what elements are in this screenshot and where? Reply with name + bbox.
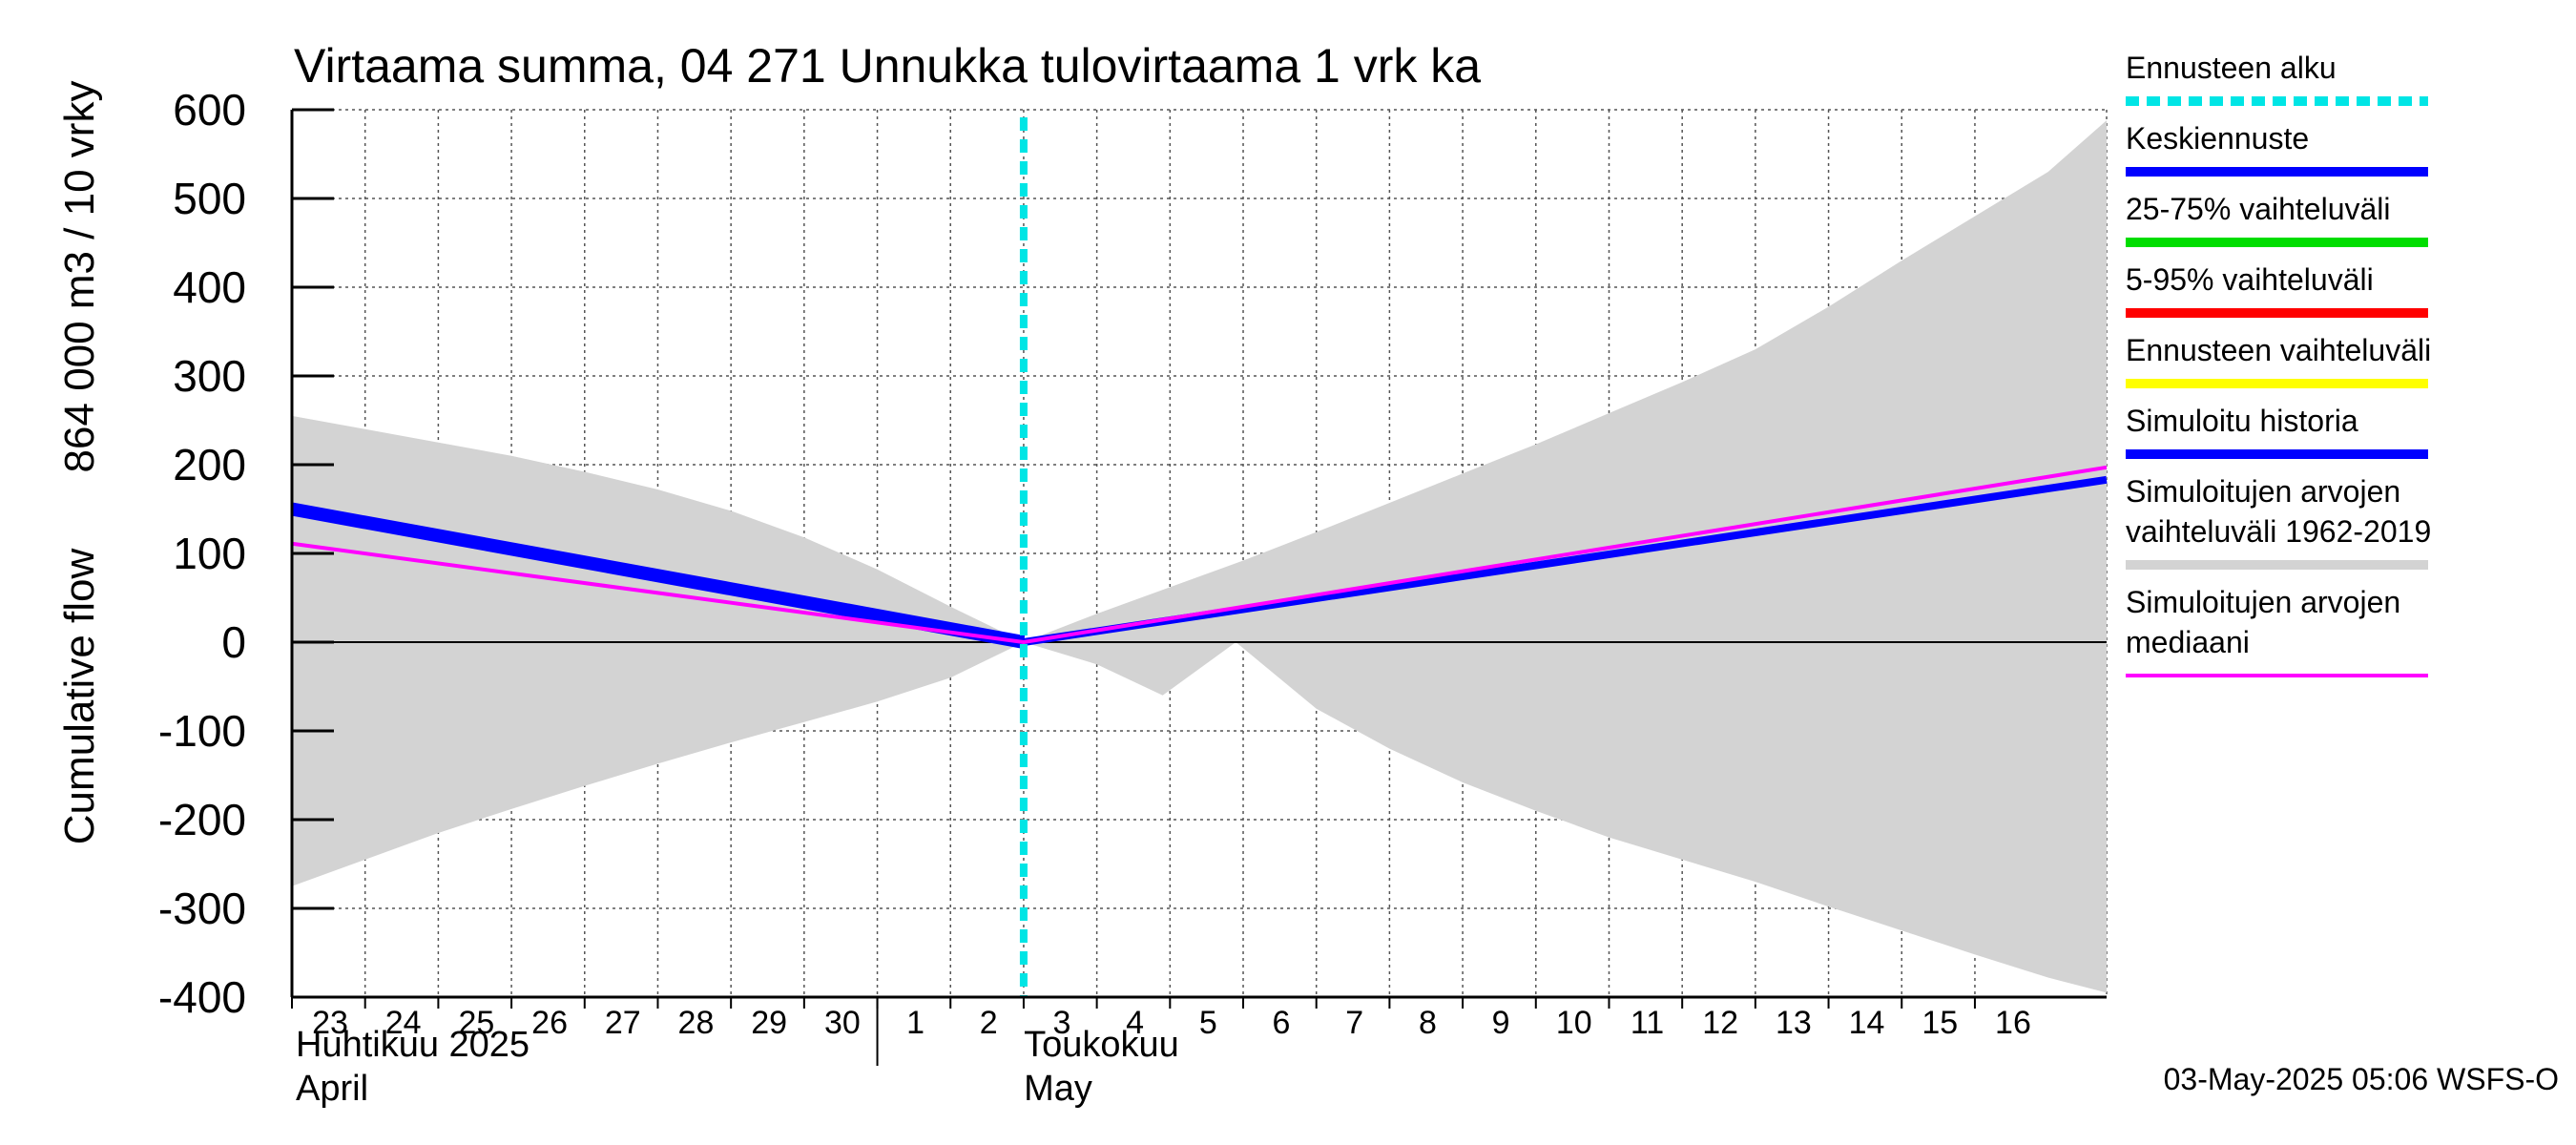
x-tick-label: 5	[1199, 1005, 1217, 1041]
x-tick-label: 26	[531, 1005, 568, 1041]
x-tick-label: 11	[1631, 1005, 1664, 1041]
y-tick-label: 0	[221, 617, 246, 667]
legend-label: Keskiennuste	[2126, 121, 2309, 156]
y-tick-label: 300	[173, 351, 246, 401]
x-tick-label: 30	[824, 1005, 861, 1041]
legend-entry: Simuloitujen arvojen vaihteluväli 1962-20…	[2126, 474, 2431, 570]
x-tick-label: 24	[385, 1005, 422, 1041]
y-axis-label-line1: Cumulative flow	[56, 549, 103, 845]
x-tick-label: 6	[1273, 1005, 1291, 1041]
legend: Ennusteen alku Keskiennuste 25-75% vaihtel…	[2126, 51, 2431, 677]
legend-label: Simuloitujen arvojen mediaani	[2126, 585, 2400, 659]
x-tick-label: 28	[678, 1005, 715, 1041]
y-tick-label: 500	[173, 174, 246, 223]
legend-label: Ennusteen vaihteluväli	[2126, 333, 2431, 367]
x-tick-label: 13	[1776, 1005, 1812, 1041]
x-tick-label: 7	[1345, 1005, 1363, 1041]
simulated-range-band	[292, 120, 2107, 993]
y-tick-label: 200	[173, 440, 246, 489]
legend-entry: 25-75% vaihteluväli	[2126, 192, 2428, 247]
x-tick-label: 25	[458, 1005, 494, 1041]
x-tick-label: 15	[1922, 1005, 1958, 1041]
legend-entry: Ennusteen vaihteluväli	[2126, 333, 2431, 388]
x-tick-label: 10	[1556, 1005, 1592, 1041]
month-label-secondary: April	[296, 1069, 368, 1109]
x-tick-label: 2	[980, 1005, 998, 1041]
y-tick-label: -100	[158, 706, 246, 756]
y-tick-label: 600	[173, 85, 246, 135]
x-tick-label: 1	[906, 1005, 924, 1041]
plot-area	[290, 109, 2108, 997]
legend-entry: 5-95% vaihteluväli	[2126, 262, 2428, 318]
legend-label: Ennusteen alku	[2126, 51, 2337, 85]
y-tick-label: 100	[173, 529, 246, 578]
legend-label: 25-75% vaihteluväli	[2126, 192, 2391, 226]
series-line-keskiennuste	[1023, 475, 2108, 646]
x-tick-label: 8	[1419, 1005, 1437, 1041]
x-tick-label: 29	[751, 1005, 787, 1041]
x-tick-label: 27	[605, 1005, 641, 1041]
month-label-primary: Toukokuu	[1024, 1025, 1179, 1065]
footer-timestamp: 03-May-2025 05:06 WSFS-O	[2164, 1062, 2559, 1096]
y-tick-label: -200	[158, 795, 246, 844]
legend-label: 5-95% vaihteluväli	[2126, 262, 2374, 297]
x-tick-label: 16	[1995, 1005, 2031, 1041]
chart-title: Virtaama summa, 04 271 Unnukka tulovirta…	[294, 39, 1481, 93]
x-tick-label: 4	[1126, 1005, 1144, 1041]
series-line-simuloitu-historia	[290, 502, 1026, 649]
x-tick-label: 14	[1849, 1005, 1885, 1041]
month-label-secondary: May	[1024, 1069, 1092, 1109]
legend-entry: Ennusteen alku	[2126, 51, 2428, 106]
y-axis-label-line2: 864 000 m3 / 10 vrky	[56, 81, 103, 473]
x-tick-label: 12	[1702, 1005, 1738, 1041]
month-label-primary: Huhtikuu 2025	[296, 1025, 530, 1065]
legend-entry: Simuloitu historia	[2126, 404, 2428, 459]
y-tick-label: -300	[158, 884, 246, 933]
y-tick-label: 400	[173, 262, 246, 312]
y-tick-label: -400	[158, 972, 246, 1022]
x-tick-label: 23	[312, 1005, 348, 1041]
legend-label: Simuloitujen arvojen vaihteluväli 1962-20…	[2126, 474, 2431, 549]
legend-entry: Simuloitujen arvojen mediaani	[2126, 585, 2428, 677]
x-tick-label: 3	[1052, 1005, 1070, 1041]
legend-entry: Keskiennuste	[2126, 121, 2428, 177]
x-tick-label: 9	[1492, 1005, 1510, 1041]
series-line-simuloitujen-arvojen-mediaani	[291, 465, 2108, 644]
legend-label: Simuloitu historia	[2126, 404, 2358, 438]
